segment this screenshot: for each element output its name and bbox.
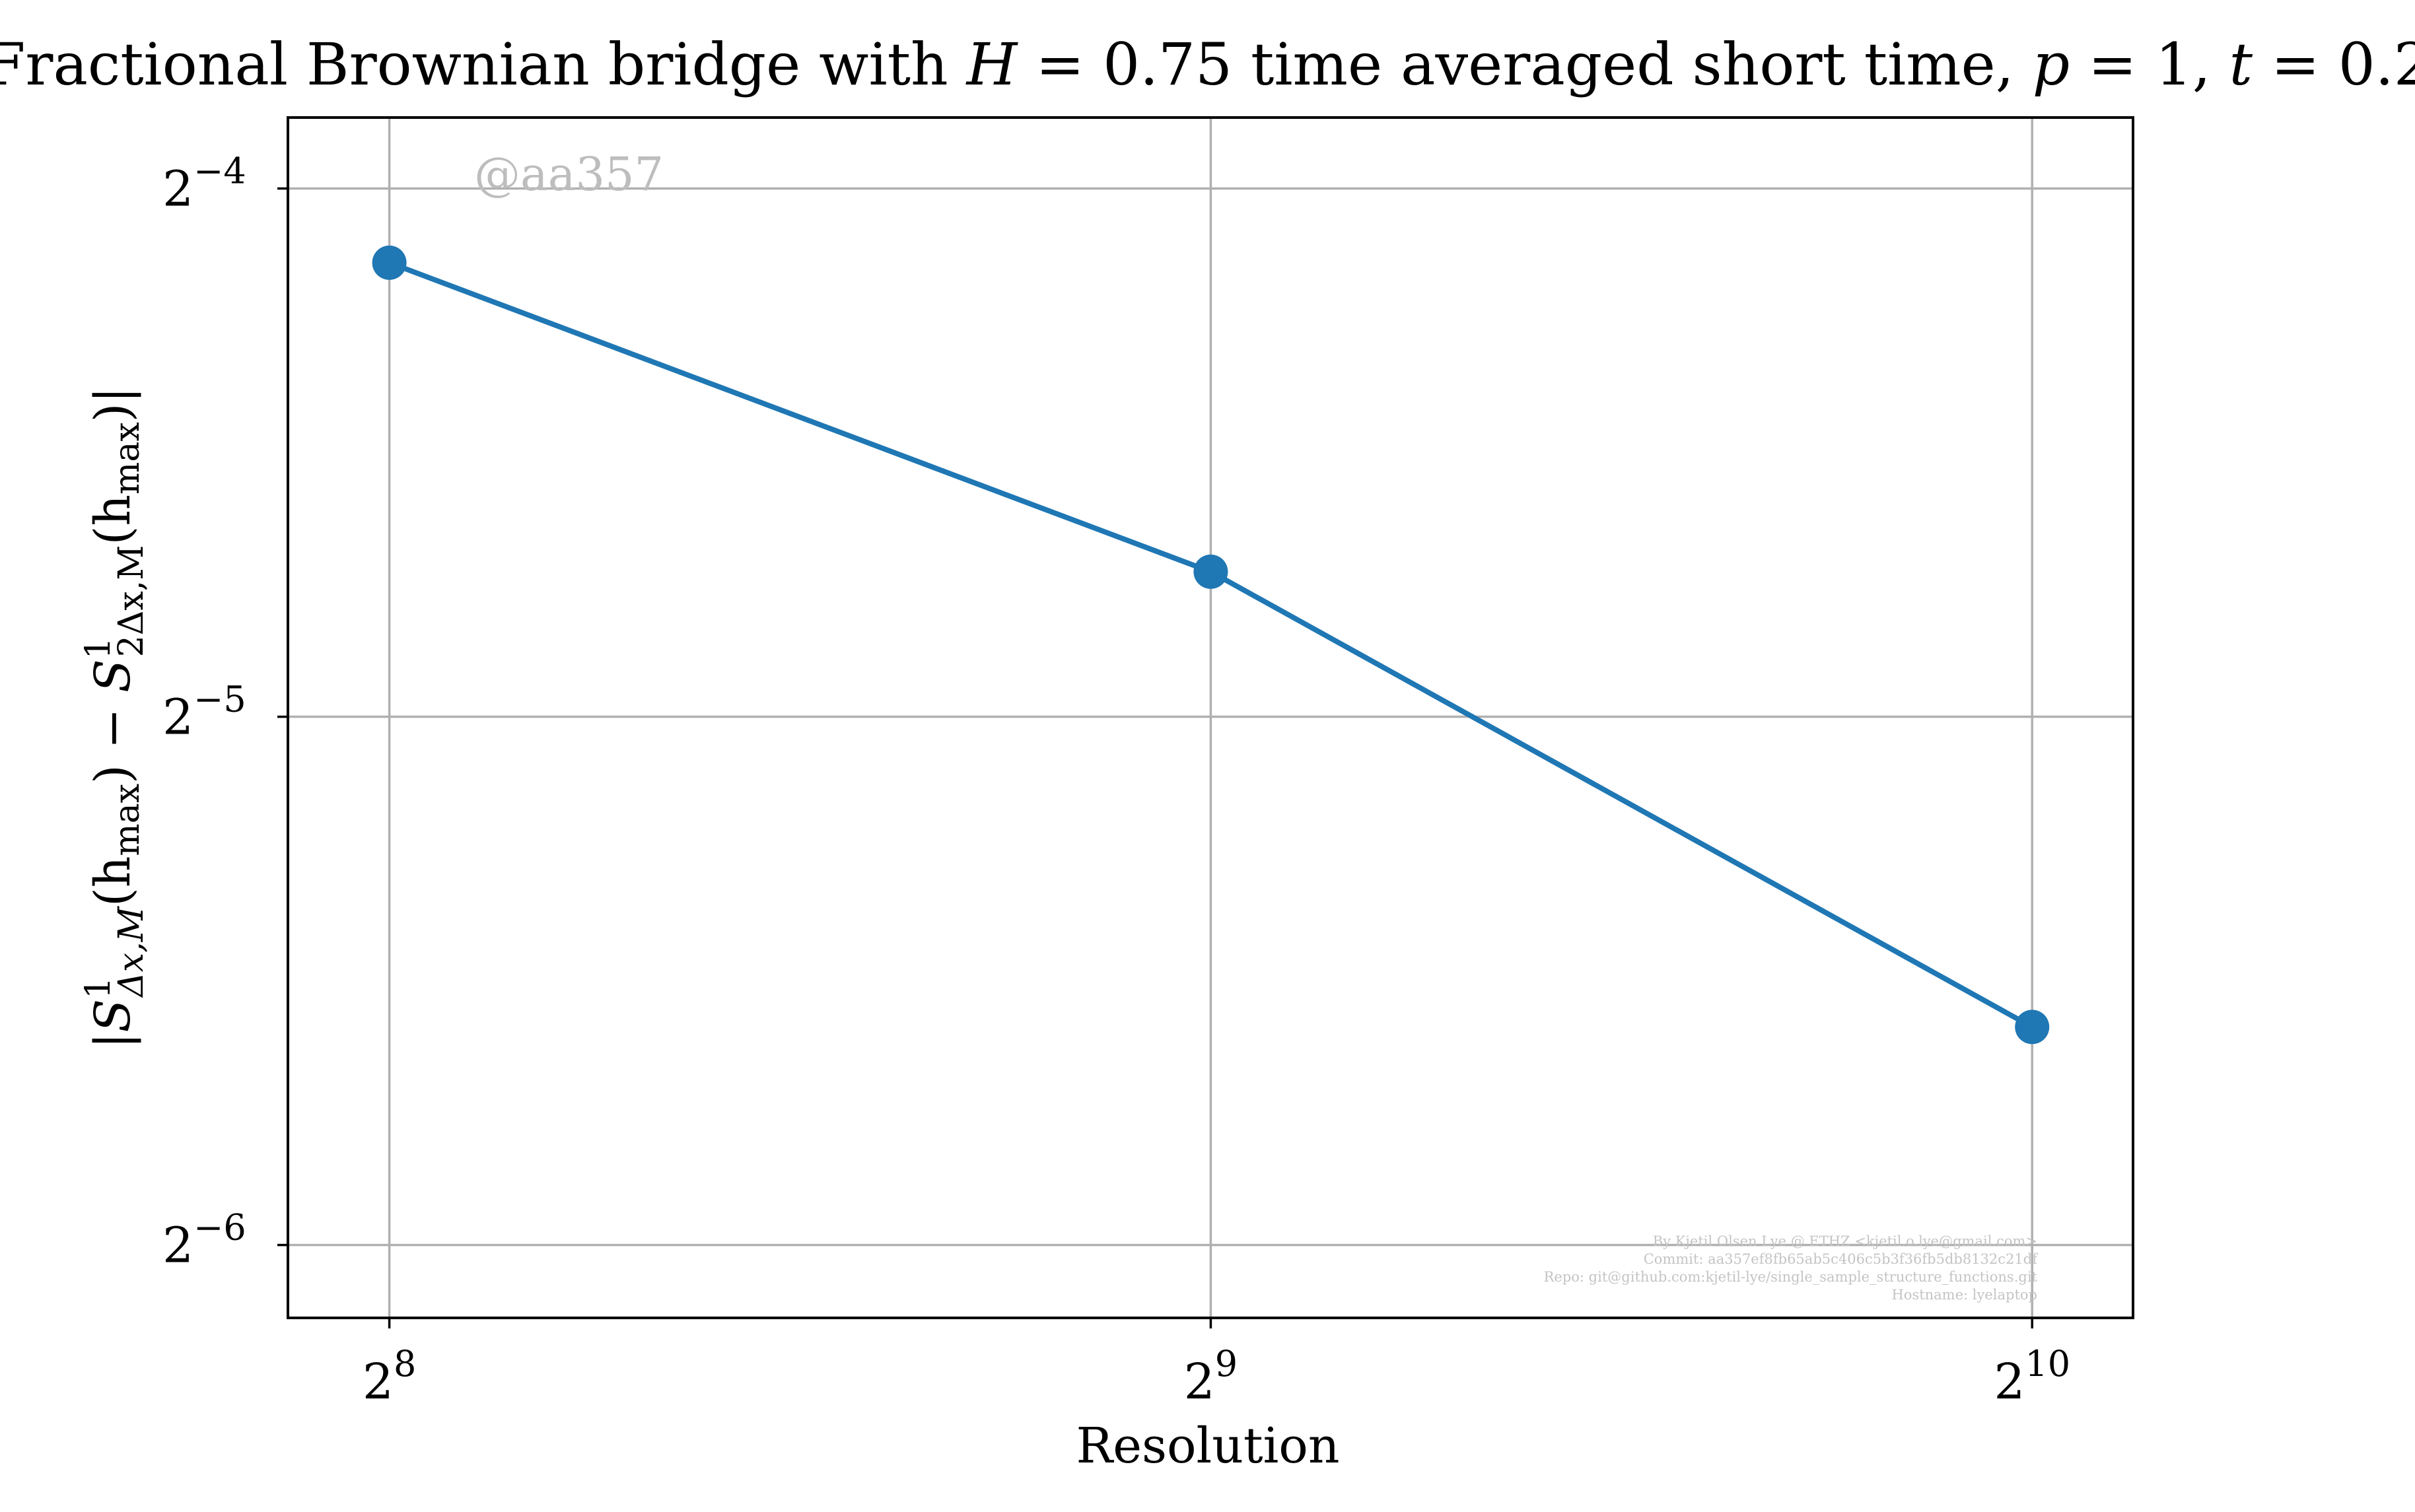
y-tick-label-2: 2−6 [162, 1207, 246, 1274]
x-axis-ticks: 28 29 210 [363, 1318, 2070, 1410]
ylabel-h1-sub: max [108, 784, 147, 856]
y-axis-label: |S1Δx,M(hmax) − S12Δx,M(hmax)| [79, 386, 151, 1048]
footer-line-author: By Kjetil Olsen Lye @ ETHZ <kjetil.o.lye… [1653, 1233, 2037, 1249]
x-axis-label: Resolution [1076, 1418, 1340, 1474]
title-text-4: = 0.2 [2253, 30, 2415, 98]
chart-title: Fractional Brownian bridge with H = 0.75… [0, 30, 2415, 98]
series-group [372, 245, 2050, 1045]
title-text-1: Fractional Brownian bridge with [0, 30, 967, 98]
title-text-3: = 1, [2070, 30, 2229, 98]
ylabel-h1-close: ) − [85, 693, 141, 784]
ylabel-h2-open: (h [85, 495, 141, 545]
ylabel-s1-sub: Δx,M [112, 905, 151, 998]
ylabel-bar-close: | [85, 386, 141, 403]
footer-line-repo: Repo: git@github.com:kjetil-lye/single_s… [1544, 1269, 2038, 1285]
ylabel-s2: S [85, 659, 141, 693]
ylabel-h2-sub: max [108, 422, 147, 495]
x-tick-label-1: 29 [1184, 1343, 1238, 1410]
footer-info: By Kjetil Olsen Lye @ ETHZ <kjetil.o.lye… [1544, 1233, 2039, 1303]
y-tick-label-0: 2−4 [162, 150, 246, 217]
data-point-2 [2015, 1010, 2050, 1045]
grid-lines [288, 118, 2133, 1318]
ylabel-s1-sup: 1 [79, 977, 118, 999]
data-point-0 [372, 245, 407, 280]
ylabel-bar-open: | [85, 1033, 141, 1049]
watermark-text: @aa357 [474, 147, 664, 201]
title-text-2: = 0.75 time averaged short time, [1017, 30, 2032, 98]
ylabel-h2-close: ) [85, 403, 141, 422]
data-point-1 [1193, 554, 1228, 589]
x-tick-label-0: 28 [363, 1343, 416, 1410]
ylabel-s2-sup: 1 [79, 637, 118, 659]
footer-line-commit: Commit: aa357ef8fb65ab5c406c5b3f36fb5db8… [1644, 1251, 2039, 1267]
y-axis-ticks: 2−4 2−5 2−6 [162, 150, 288, 1274]
x-tick-label-2: 210 [1994, 1343, 2070, 1410]
title-var-t: t [2229, 30, 2253, 98]
footer-line-hostname: Hostname: lyelaptop [1891, 1287, 2037, 1303]
title-var-h: H [965, 30, 1019, 98]
y-tick-label-1: 2−5 [162, 679, 246, 746]
ylabel-h1-open: (h [85, 856, 141, 907]
ylabel-s1: S [85, 999, 141, 1033]
ylabel-s2-sub: 2Δx,M [112, 545, 151, 657]
title-var-p: p [2033, 30, 2070, 98]
